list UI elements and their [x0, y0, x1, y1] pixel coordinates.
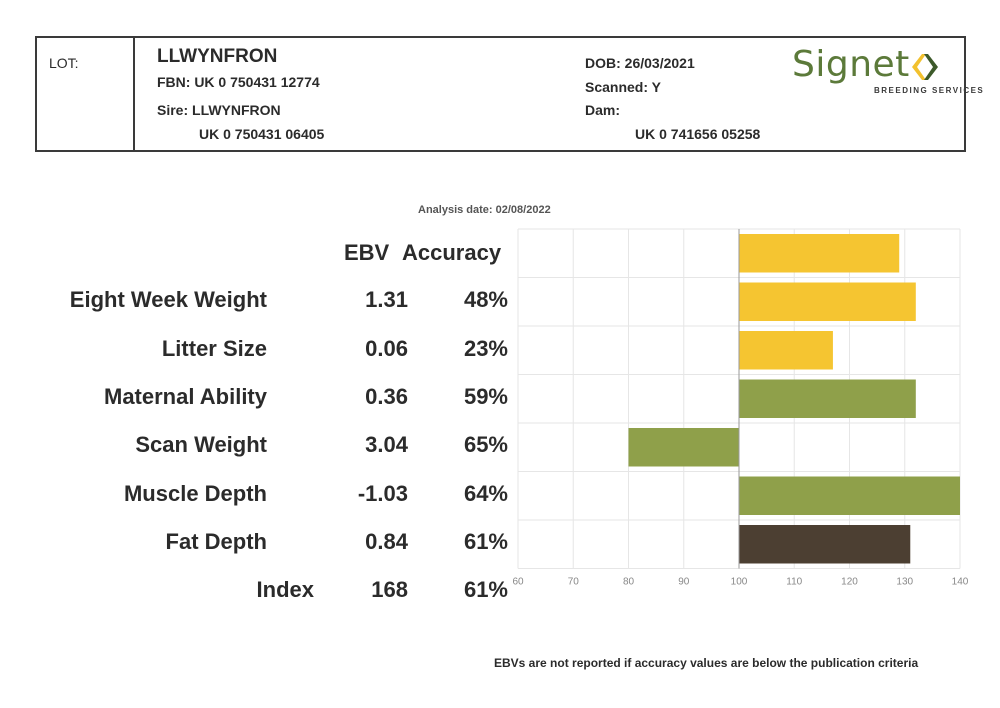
trait-label: Eight Week Weight — [69, 287, 267, 312]
bar — [739, 331, 833, 370]
ebv-value: 1.31 — [365, 287, 408, 312]
sire-name: Sire: LLWYNFRON — [157, 102, 281, 118]
x-tick-label: 90 — [678, 577, 690, 588]
index-label: Index — [256, 577, 314, 602]
x-tick-label: 110 — [786, 577, 802, 588]
accuracy-value: 64% — [463, 481, 508, 506]
footnote: EBVs are not reported if accuracy values… — [494, 656, 919, 670]
x-tick-label: 80 — [623, 577, 635, 588]
accuracy-column-header: Accuracy — [402, 240, 502, 265]
x-tick-label: 60 — [512, 577, 524, 588]
x-tick-label: 140 — [952, 577, 969, 588]
ebv-column-header: EBV — [344, 240, 390, 265]
trait-label: Litter Size — [161, 336, 267, 361]
accuracy-value: 65% — [463, 432, 508, 457]
ebv-value: 0.06 — [365, 336, 408, 361]
header-divider — [133, 38, 135, 150]
bar — [739, 282, 916, 321]
accuracy-value: 61% — [463, 577, 508, 602]
logo-text: Signet — [792, 44, 910, 85]
x-tick-label: 120 — [841, 577, 858, 588]
bar — [739, 525, 911, 564]
signet-logo: Signet BREEDING SERVICES — [792, 44, 983, 102]
bar — [739, 379, 916, 418]
sire-id: UK 0 750431 06405 — [199, 126, 325, 142]
dam-label: Dam: — [585, 102, 621, 118]
trait-label: Maternal Ability — [104, 384, 267, 409]
chevrons-icon — [912, 54, 938, 80]
trait-label: Muscle Depth — [123, 481, 267, 506]
fbn-number: FBN: UK 0 750431 12774 — [157, 74, 320, 90]
lot-label: LOT: — [49, 55, 79, 71]
accuracy-value: 61% — [463, 529, 508, 554]
bar — [628, 428, 739, 467]
dam-id: UK 0 741656 05258 — [635, 126, 761, 142]
bar — [739, 234, 900, 273]
ebv-value: 0.36 — [365, 384, 408, 409]
scanned-status: Scanned: Y — [585, 79, 661, 95]
bar — [739, 476, 960, 515]
index-value: 168 — [371, 577, 408, 602]
trait-label: Scan Weight — [135, 432, 267, 457]
accuracy-value: 48% — [463, 287, 508, 312]
date-of-birth: DOB: 26/03/2021 — [585, 55, 695, 71]
logo-subtext: BREEDING SERVICES — [874, 86, 985, 95]
trait-label: Fat Depth — [165, 529, 267, 554]
accuracy-value: 23% — [463, 336, 508, 361]
x-tick-label: 70 — [568, 577, 580, 588]
ebv-value: 3.04 — [365, 432, 408, 457]
x-tick-label: 100 — [731, 577, 748, 588]
ebv-value: 0.84 — [365, 529, 408, 554]
ebv-value: -1.03 — [357, 481, 408, 506]
x-tick-label: 130 — [896, 577, 913, 588]
animal-header: LOT: LLWYNFRON FBN: UK 0 750431 12774 Si… — [35, 36, 983, 152]
accuracy-value: 59% — [463, 384, 508, 409]
animal-name: LLWYNFRON — [157, 46, 278, 67]
analysis-date: Analysis date: 02/08/2022 — [418, 204, 551, 216]
